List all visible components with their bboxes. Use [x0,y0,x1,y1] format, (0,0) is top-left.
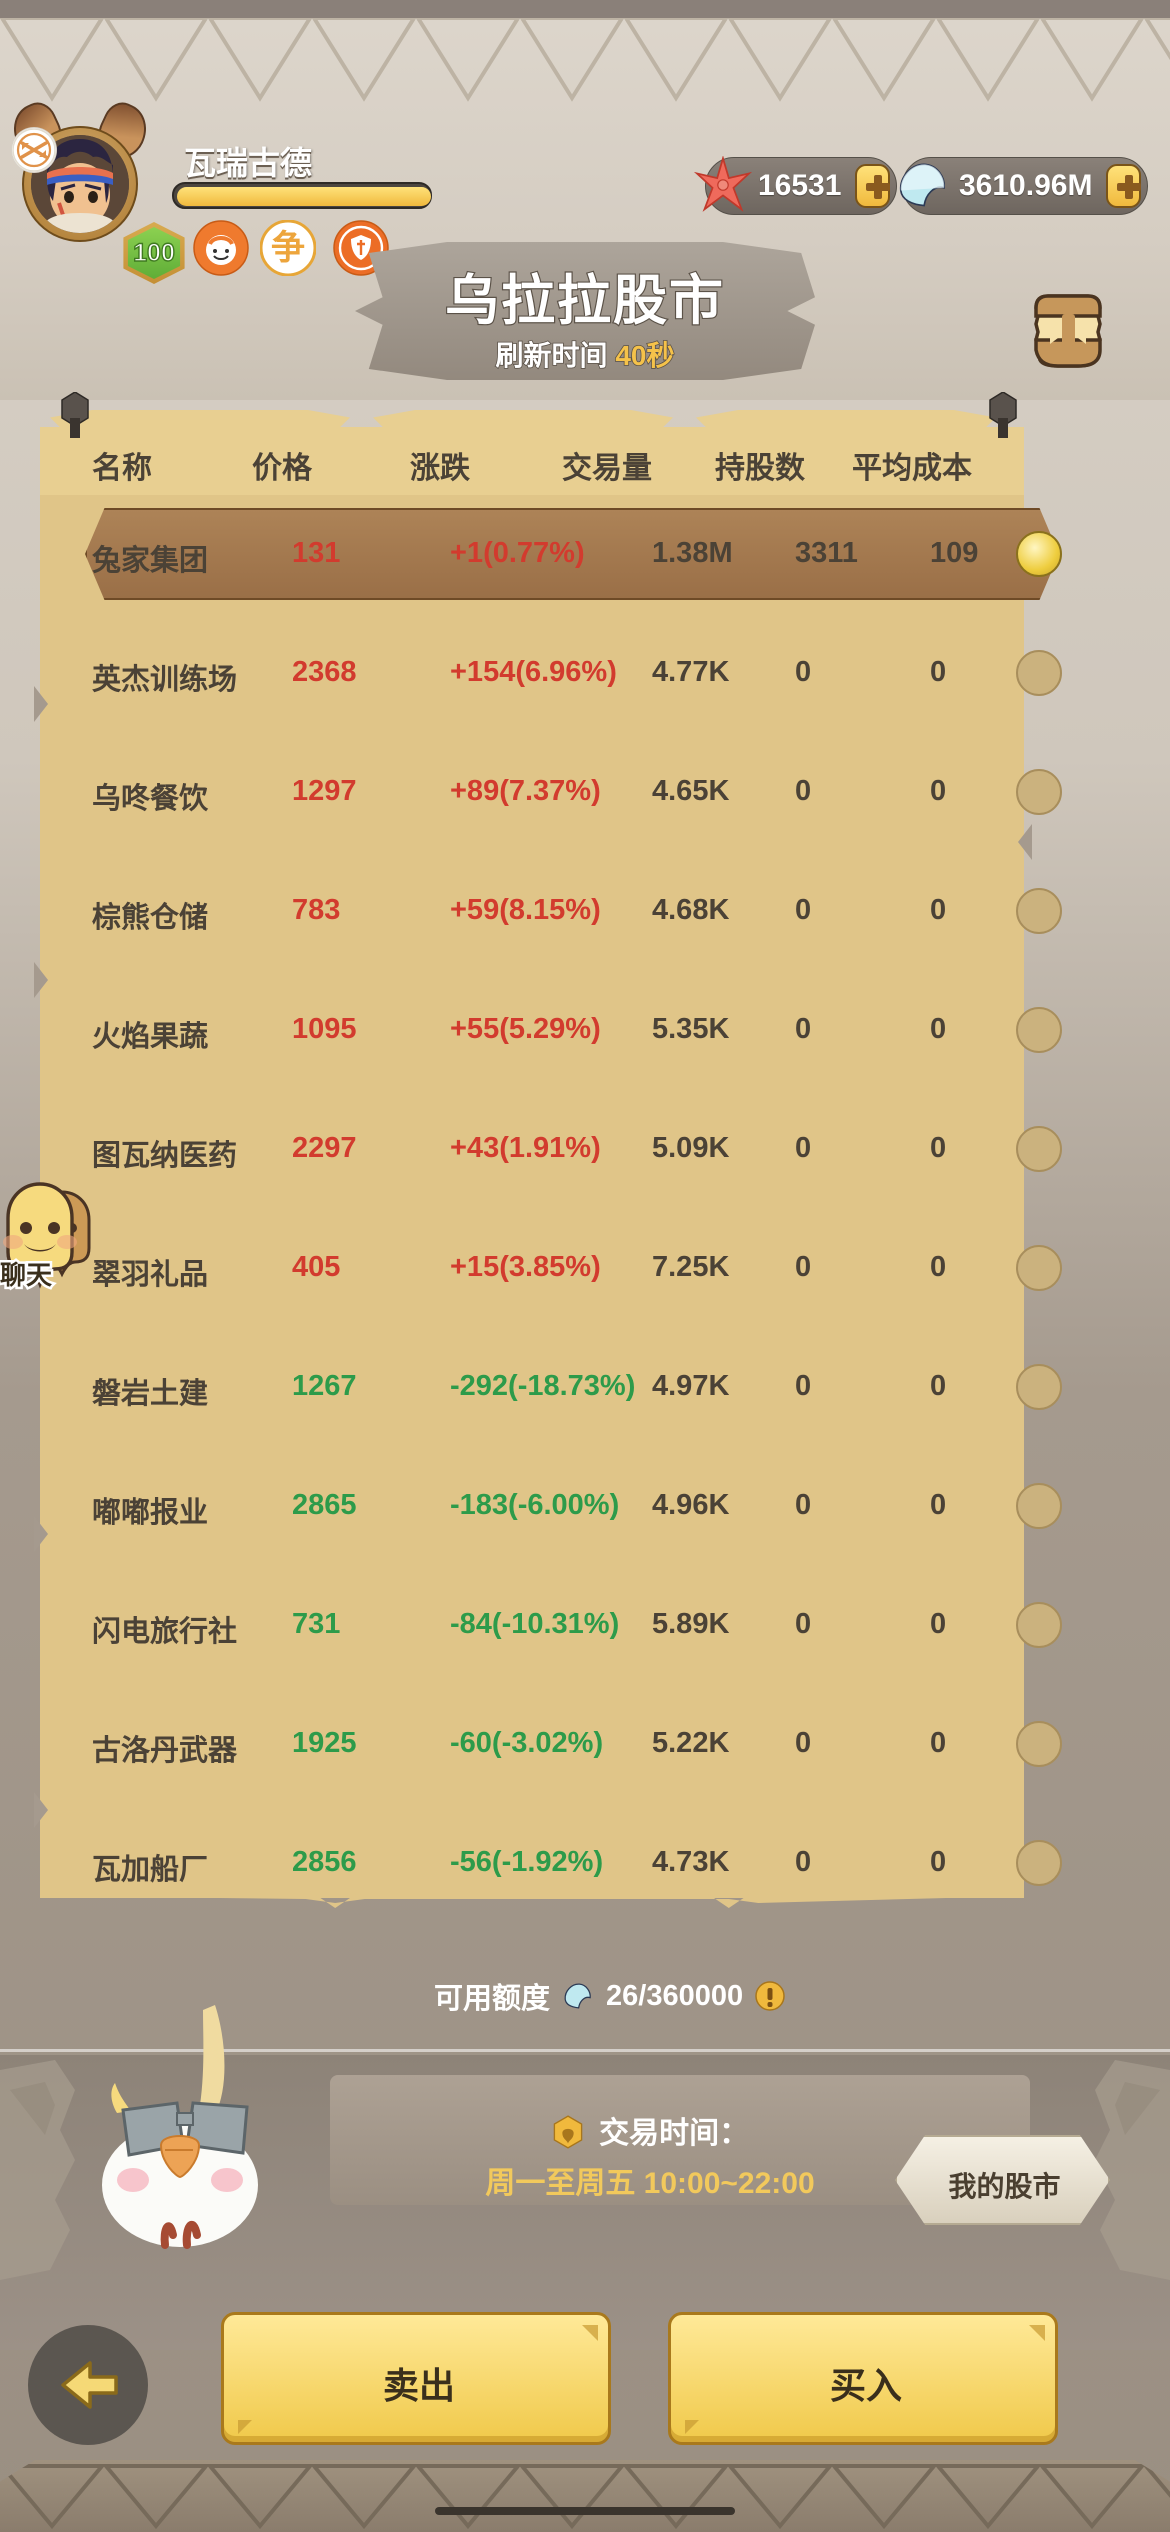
svg-text:争: 争 [271,229,305,267]
